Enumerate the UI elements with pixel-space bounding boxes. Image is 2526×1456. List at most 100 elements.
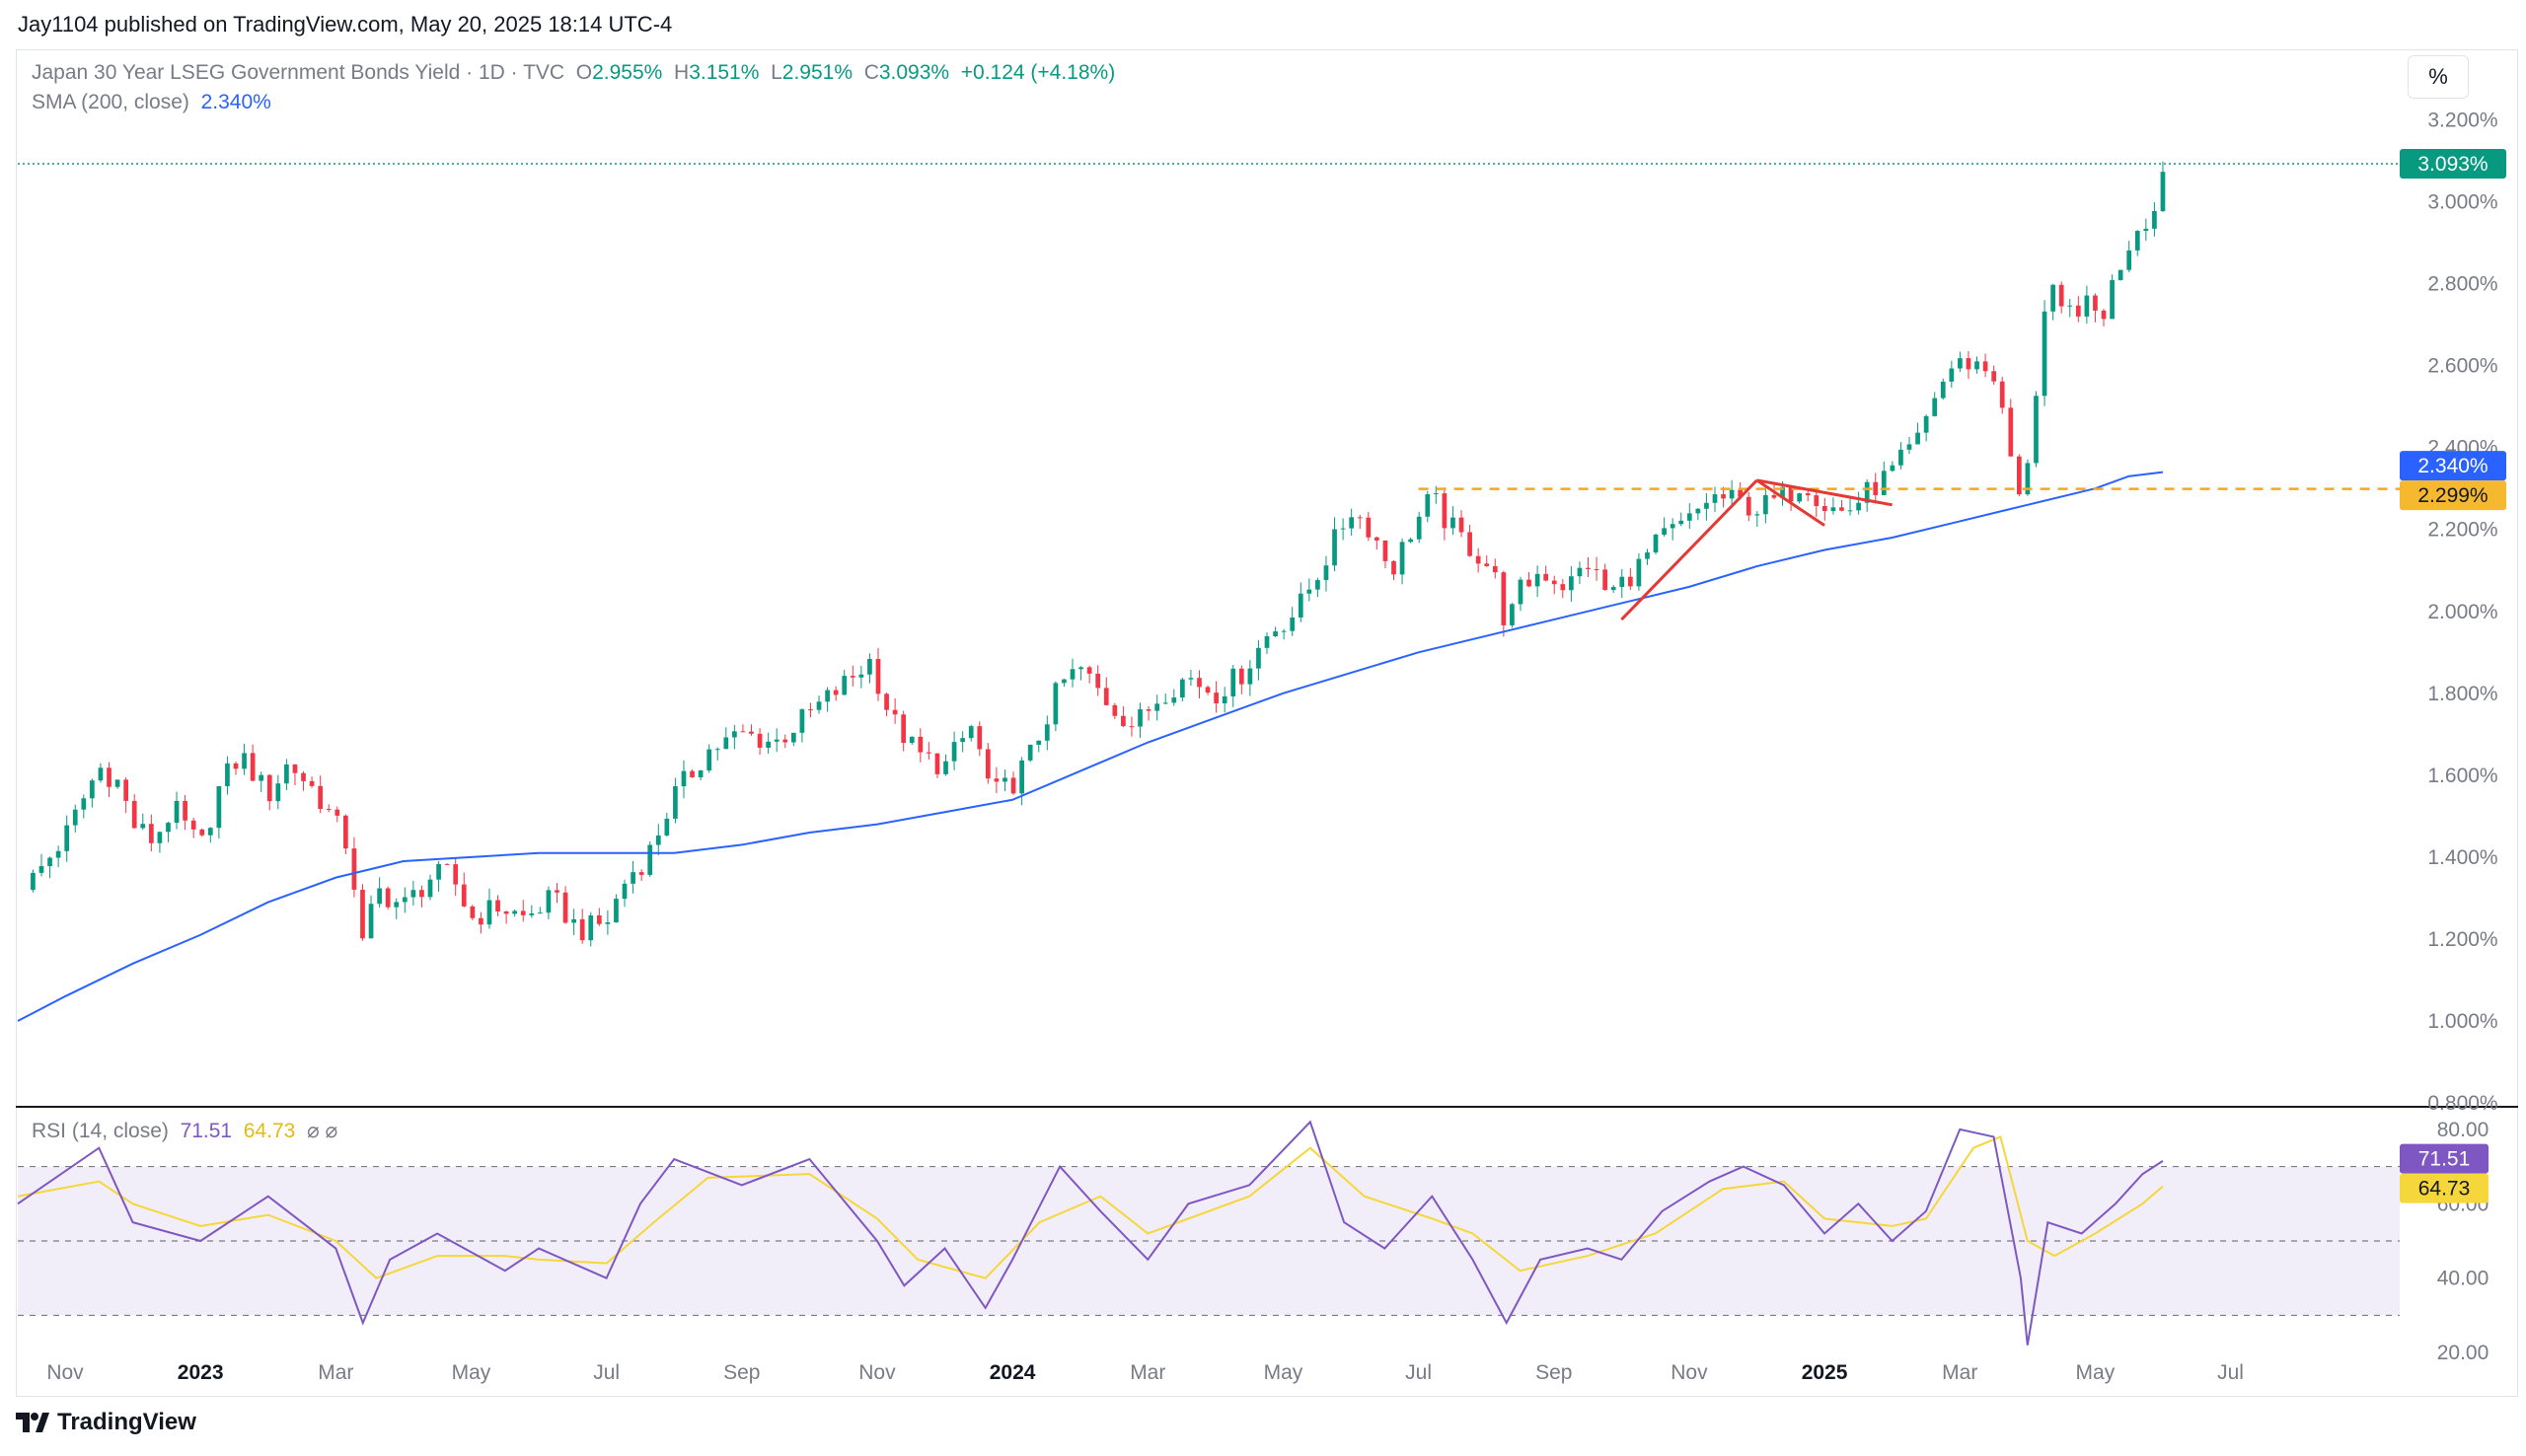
candle-body [1205,687,1211,693]
candle-body [2042,311,2047,397]
candle-body [1754,514,1760,516]
chart-frame[interactable] [16,49,2518,1397]
candle-body [1627,576,1633,587]
candle-body [529,912,535,915]
candle-body [714,749,720,751]
candle-body [1121,715,1126,727]
candle-body [1391,560,1396,575]
rsi-legend[interactable]: RSI (14, close) 71.51 64.73 ⌀ ⌀ [32,1119,337,1143]
candle-body [2101,310,2107,320]
candle-body [98,767,104,781]
candle-body [1788,486,1794,502]
candle-body [1154,703,1160,711]
candle-body [790,732,796,743]
candle-body [334,809,340,816]
candle-body [1577,567,1583,577]
rsi-band-fill [18,1166,2400,1316]
candle-body [1771,494,1777,498]
candle-body [174,800,180,824]
candle-body [631,872,635,884]
rsi-axis-tick: 20.00 [2437,1342,2489,1364]
candle-body [1112,704,1118,716]
candle-body [1746,496,1751,516]
candle-body [1518,579,1523,605]
time-axis-tick: Jul [2217,1361,2244,1384]
tradingview-logo[interactable]: TradingView [16,1409,196,1436]
candle-body [605,922,611,924]
pattern-trendline-1 [1620,478,1758,621]
candle-body [782,739,788,743]
candle-body [1982,361,1988,372]
candle-body [1129,726,1135,728]
candle-body [614,899,619,923]
candle-body [1442,493,1448,529]
candle-body [740,731,746,733]
sma-line [17,471,2164,1022]
sma-legend[interactable]: SMA (200, close) 2.340% [32,91,271,114]
candle-body [901,714,907,744]
candle-body [1399,542,1405,575]
price-axis-tick: 2.600% [2427,355,2497,378]
candle-body [1475,555,1481,564]
candle-body [766,741,771,748]
candle-body [1374,537,1379,541]
symbol-title: Japan 30 Year LSEG Government Bonds Yiel… [32,61,565,84]
symbol-legend[interactable]: Japan 30 Year LSEG Government Bonds Yiel… [32,61,1115,85]
candle-body [1610,587,1616,591]
candle-body [1586,567,1591,569]
candle-body [579,918,585,941]
candle-body [520,910,526,915]
percent-scale-button[interactable]: % [2408,55,2469,99]
candle-body [1323,565,1329,581]
candle-body [266,774,272,802]
level-price-label: 2.299% [2417,484,2488,507]
candle-body [1830,507,1836,512]
candle-body [927,752,931,754]
candle-body [909,736,915,744]
rsi-label: RSI (14, close) [32,1120,169,1142]
candle-body [81,798,87,810]
candle-body [1357,517,1363,519]
candle-body [233,763,239,769]
candle-body [2034,396,2039,464]
candle-body [2093,295,2098,311]
candle-body [1999,381,2005,408]
candle-body [461,884,467,907]
candle-body [571,918,576,923]
candle-body [512,910,518,914]
price-axis-tick: 1.000% [2427,1010,2497,1033]
candle-body [1230,668,1236,696]
candle-body [1856,502,1861,511]
time-axis-tick: Nov [1671,1361,1708,1384]
sma-label: SMA (200, close) [32,91,189,113]
candle-body [1103,688,1109,705]
published-by-line: Jay1104 published on TradingView.com, Ma… [18,12,673,36]
candle-body [114,779,120,787]
candle-body [1839,507,1844,511]
price-axis-tick: 1.400% [2427,846,2497,869]
candle-body [1847,510,1853,512]
candle-body [1416,516,1422,540]
candle-body [1738,489,1744,497]
candle-body [1003,777,1007,782]
candle-body [1526,579,1531,587]
candle-body [1602,569,1607,591]
candle-body [1636,558,1642,587]
candle-body [934,753,940,774]
hidden-settings-icon[interactable]: ⌀ ⌀ [307,1120,338,1142]
low-value: 2.951% [781,61,854,84]
candle-body [647,844,653,875]
candle-body [1298,593,1303,619]
candle-body [157,832,163,843]
candle-body [825,690,830,702]
rsi-value: 71.51 [180,1120,233,1142]
pattern-trendline-2 [1755,478,1825,527]
candle-body [1027,744,1033,761]
rsi-ma-line [17,1135,2164,1279]
price-axis-tick: 3.200% [2427,109,2497,132]
candle-body [47,857,52,867]
candle-body [1450,517,1455,529]
price-axis-tick: 0.800% [2427,1092,2497,1115]
candle-body [166,823,171,833]
